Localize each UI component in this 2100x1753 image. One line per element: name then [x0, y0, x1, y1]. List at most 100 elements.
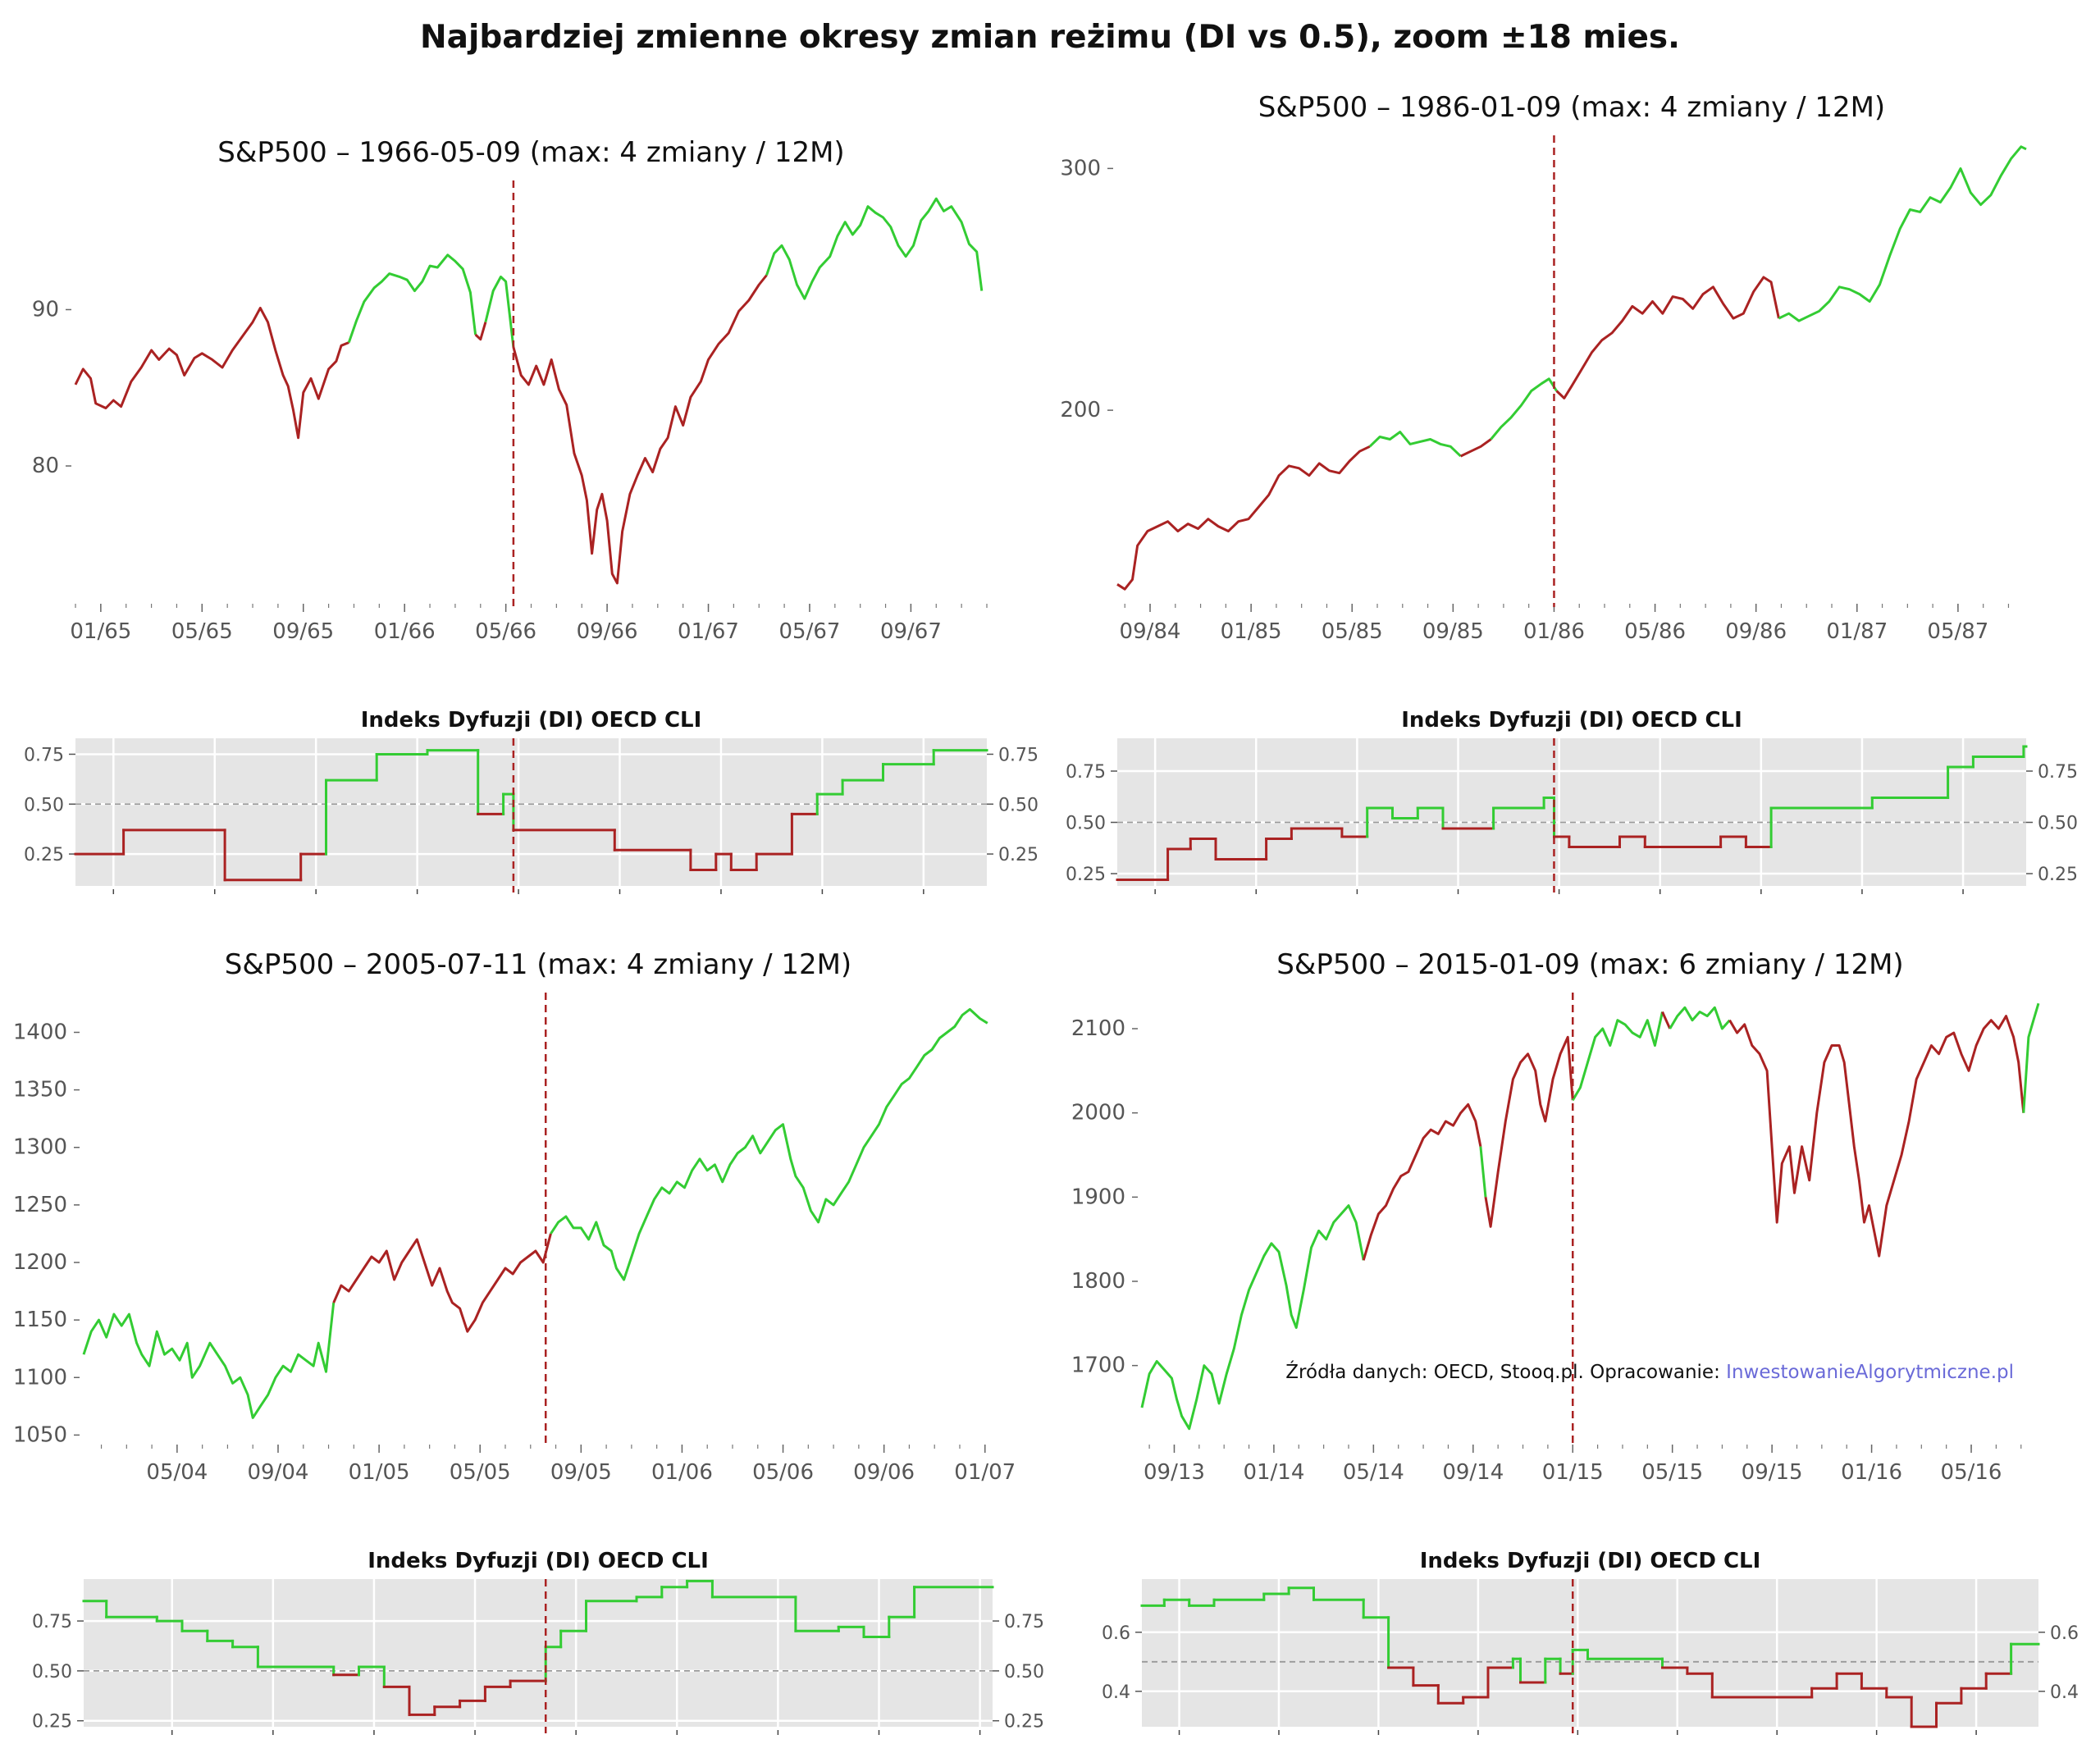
price-series-bull	[1140, 1204, 1365, 1431]
di-panel-background	[84, 1579, 993, 1727]
price-series-bull	[1490, 377, 1558, 441]
y-tick-label: 90	[32, 297, 59, 322]
di-y-tick-label-right: 0.75	[998, 745, 1039, 765]
price-series-bull	[1368, 431, 1462, 458]
x-tick-label: 05/14	[1343, 1460, 1404, 1485]
price-series-bear	[1362, 1102, 1482, 1261]
price-series-bear	[1484, 1035, 1574, 1228]
x-tick-label: 01/66	[374, 619, 436, 644]
y-tick-label: 200	[1060, 398, 1101, 422]
price-series-bull	[82, 1302, 336, 1419]
x-tick-label: 09/86	[1725, 619, 1787, 644]
x-tick-label: 05/65	[171, 619, 233, 644]
y-tick-label: 1350	[13, 1078, 67, 1102]
y-tick-label: 1050	[13, 1422, 67, 1447]
di-panel-title: Indeks Dyfuzji (DI) OECD CLI	[1401, 708, 1742, 733]
di-y-tick-label: 0.75	[32, 1612, 72, 1632]
y-tick-label: 1800	[1071, 1269, 1125, 1294]
x-tick-label: 05/87	[1927, 619, 1988, 644]
di-y-tick-label: 0.4	[1102, 1682, 1130, 1703]
price-series-bear	[1459, 438, 1492, 458]
y-tick-label: 1700	[1071, 1354, 1125, 1378]
chart-panel-3: S&P500 – 2005-07-11 (max: 4 zmiany / 12M…	[13, 948, 1044, 1735]
price-series-bull	[550, 1007, 988, 1281]
di-y-tick-label: 0.50	[32, 1662, 72, 1682]
x-tick-label: 09/65	[272, 619, 334, 644]
chart-panel-4: S&P500 – 2015-01-09 (max: 6 zmiany / 12M…	[1071, 948, 2079, 1735]
source-link[interactable]: InwestowanieAlgorytmiczne.pl	[1726, 1362, 2014, 1383]
di-panel-background	[1142, 1579, 2038, 1727]
price-series-bull	[1571, 1011, 1664, 1102]
di-y-tick-label: 0.25	[24, 845, 64, 865]
price-series-bull	[347, 253, 477, 343]
di-y-tick-label-right: 0.6	[2050, 1623, 2079, 1644]
di-y-tick-label-right: 0.50	[1004, 1662, 1044, 1682]
x-tick-label: 01/67	[678, 619, 739, 644]
chart-title: S&P500 – 1966-05-09 (max: 4 zmiany / 12M…	[217, 136, 844, 169]
x-tick-label: 05/67	[779, 619, 841, 644]
price-series-bull	[1778, 145, 2027, 322]
di-panel-title: Indeks Dyfuzji (DI) OECD CLI	[368, 1549, 709, 1573]
price-series-bear	[1728, 1015, 2025, 1258]
x-tick-label: 05/86	[1624, 619, 1686, 644]
x-tick-label: 05/16	[1941, 1460, 2002, 1485]
x-tick-label: 09/67	[880, 619, 942, 644]
x-tick-label: 01/14	[1243, 1460, 1304, 1485]
price-series-bull	[765, 197, 984, 300]
di-panel-title: Indeks Dyfuzji (DI) OECD CLI	[361, 708, 702, 733]
x-tick-label: 09/15	[1742, 1460, 1803, 1485]
di-y-tick-label: 0.25	[32, 1712, 72, 1732]
x-tick-label: 01/87	[1826, 619, 1888, 644]
x-tick-label: 09/04	[248, 1460, 309, 1485]
source-footnote: Źródła danych: OECD, Stooq.pl. Opracowan…	[1285, 1360, 2014, 1383]
x-tick-label: 05/06	[752, 1460, 814, 1485]
x-tick-label: 05/05	[450, 1460, 511, 1485]
charts-grid: S&P500 – 1966-05-09 (max: 4 zmiany / 12M…	[13, 91, 2079, 1735]
price-series-bull	[2022, 1002, 2040, 1113]
price-series-bear	[74, 307, 349, 440]
x-tick-label: 09/14	[1442, 1460, 1504, 1485]
x-tick-label: 01/16	[1841, 1460, 1902, 1485]
chart-panel-1: S&P500 – 1966-05-09 (max: 4 zmiany / 12M…	[24, 136, 1039, 894]
y-tick-label: 1100	[13, 1365, 67, 1390]
di-y-tick-label-right: 0.50	[2038, 814, 2078, 834]
x-tick-label: 05/04	[146, 1460, 208, 1485]
x-tick-label: 09/05	[550, 1460, 612, 1485]
x-tick-label: 09/66	[577, 619, 638, 644]
di-y-tick-label: 0.50	[24, 795, 64, 815]
di-panel-title: Indeks Dyfuzji (DI) OECD CLI	[1420, 1549, 1761, 1573]
di-y-tick-label-right: 0.4	[2050, 1682, 2079, 1703]
chart-title: S&P500 – 1986-01-09 (max: 4 zmiany / 12M…	[1258, 91, 1885, 124]
y-tick-label: 1150	[13, 1308, 67, 1332]
y-tick-label: 300	[1060, 156, 1101, 180]
y-tick-label: 1200	[13, 1250, 67, 1275]
di-y-tick-label-right: 0.25	[2038, 865, 2078, 885]
di-y-tick-label-right: 0.25	[1004, 1712, 1044, 1732]
x-tick-label: 01/05	[349, 1460, 410, 1485]
y-tick-label: 2000	[1071, 1101, 1125, 1125]
y-tick-label: 80	[32, 454, 59, 478]
price-series-bull	[1479, 1146, 1487, 1198]
price-series-bear	[1661, 1011, 1672, 1029]
y-tick-label: 1300	[13, 1135, 67, 1160]
price-series-bull	[1669, 1006, 1731, 1030]
figure-title: Najbardziej zmienne okresy zmian reżimu …	[420, 19, 1680, 56]
x-tick-label: 05/66	[475, 619, 536, 644]
x-tick-label: 09/13	[1144, 1460, 1205, 1485]
di-y-tick-label: 0.6	[1102, 1623, 1130, 1644]
di-y-tick-label: 0.75	[24, 745, 64, 765]
x-tick-label: 09/85	[1422, 619, 1484, 644]
x-tick-label: 05/15	[1641, 1460, 1703, 1485]
price-series-bear	[332, 1233, 552, 1333]
x-tick-label: 09/84	[1120, 619, 1181, 644]
x-tick-label: 01/15	[1542, 1460, 1604, 1485]
y-tick-label: 1900	[1071, 1185, 1125, 1209]
source-prefix: Źródła danych: OECD, Stooq.pl. Opracowan…	[1285, 1360, 1726, 1383]
x-tick-label: 01/06	[651, 1460, 713, 1485]
di-y-tick-label-right: 0.50	[998, 795, 1039, 815]
y-tick-label: 1400	[13, 1020, 67, 1044]
di-y-tick-label-right: 0.75	[1004, 1612, 1044, 1632]
di-y-tick-label: 0.75	[1066, 762, 1106, 783]
price-series-bear	[474, 322, 487, 341]
